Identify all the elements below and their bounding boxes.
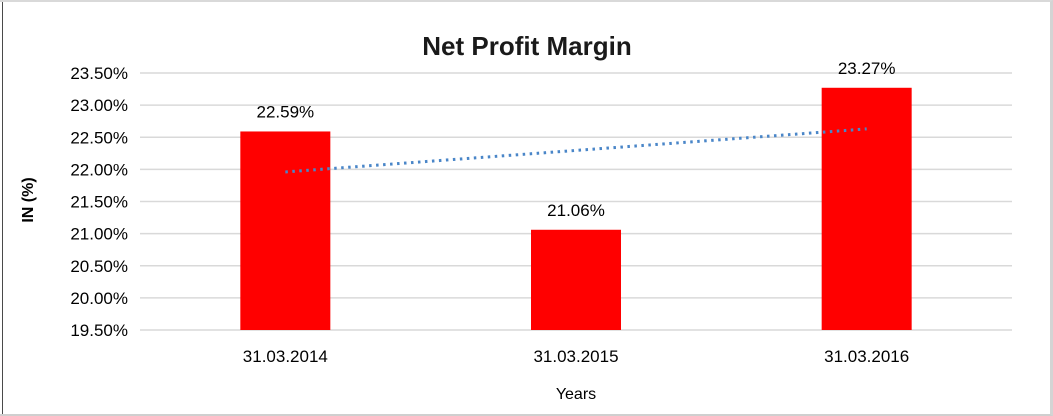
y-tick-label: 22.50% [70,128,128,147]
x-axis-title: Years [556,386,596,403]
x-category-label: 31.03.2014 [243,347,328,366]
x-category-label: 31.03.2015 [533,347,618,366]
left-border-rule [2,2,3,414]
x-category-label: 31.03.2016 [824,347,909,366]
y-tick-label: 23.50% [70,64,128,83]
bar-data-label: 23.27% [838,59,896,78]
y-tick-label: 20.50% [70,257,128,276]
bar-data-label: 22.59% [256,102,314,121]
bar-data-label: 21.06% [547,201,605,220]
chart-title: Net Profit Margin [422,31,631,61]
y-tick-label: 20.00% [70,289,128,308]
bar [240,131,331,330]
trendline-layer [285,127,867,174]
trendline [285,127,867,174]
labels-layer: 19.50% 20.00% 20.50% 21.00% 21.50% 22.00% 22.5… [70,59,909,366]
bar [821,87,912,330]
y-tick-label: 23.00% [70,96,128,115]
y-tick-label: 19.50% [70,321,128,340]
bars-layer [240,87,912,330]
y-tick-label: 22.00% [70,160,128,179]
y-tick-label: 21.50% [70,193,128,212]
y-tick-label: 21.00% [70,225,128,244]
bar [531,229,621,330]
y-axis-title: IN (%) [20,177,37,222]
